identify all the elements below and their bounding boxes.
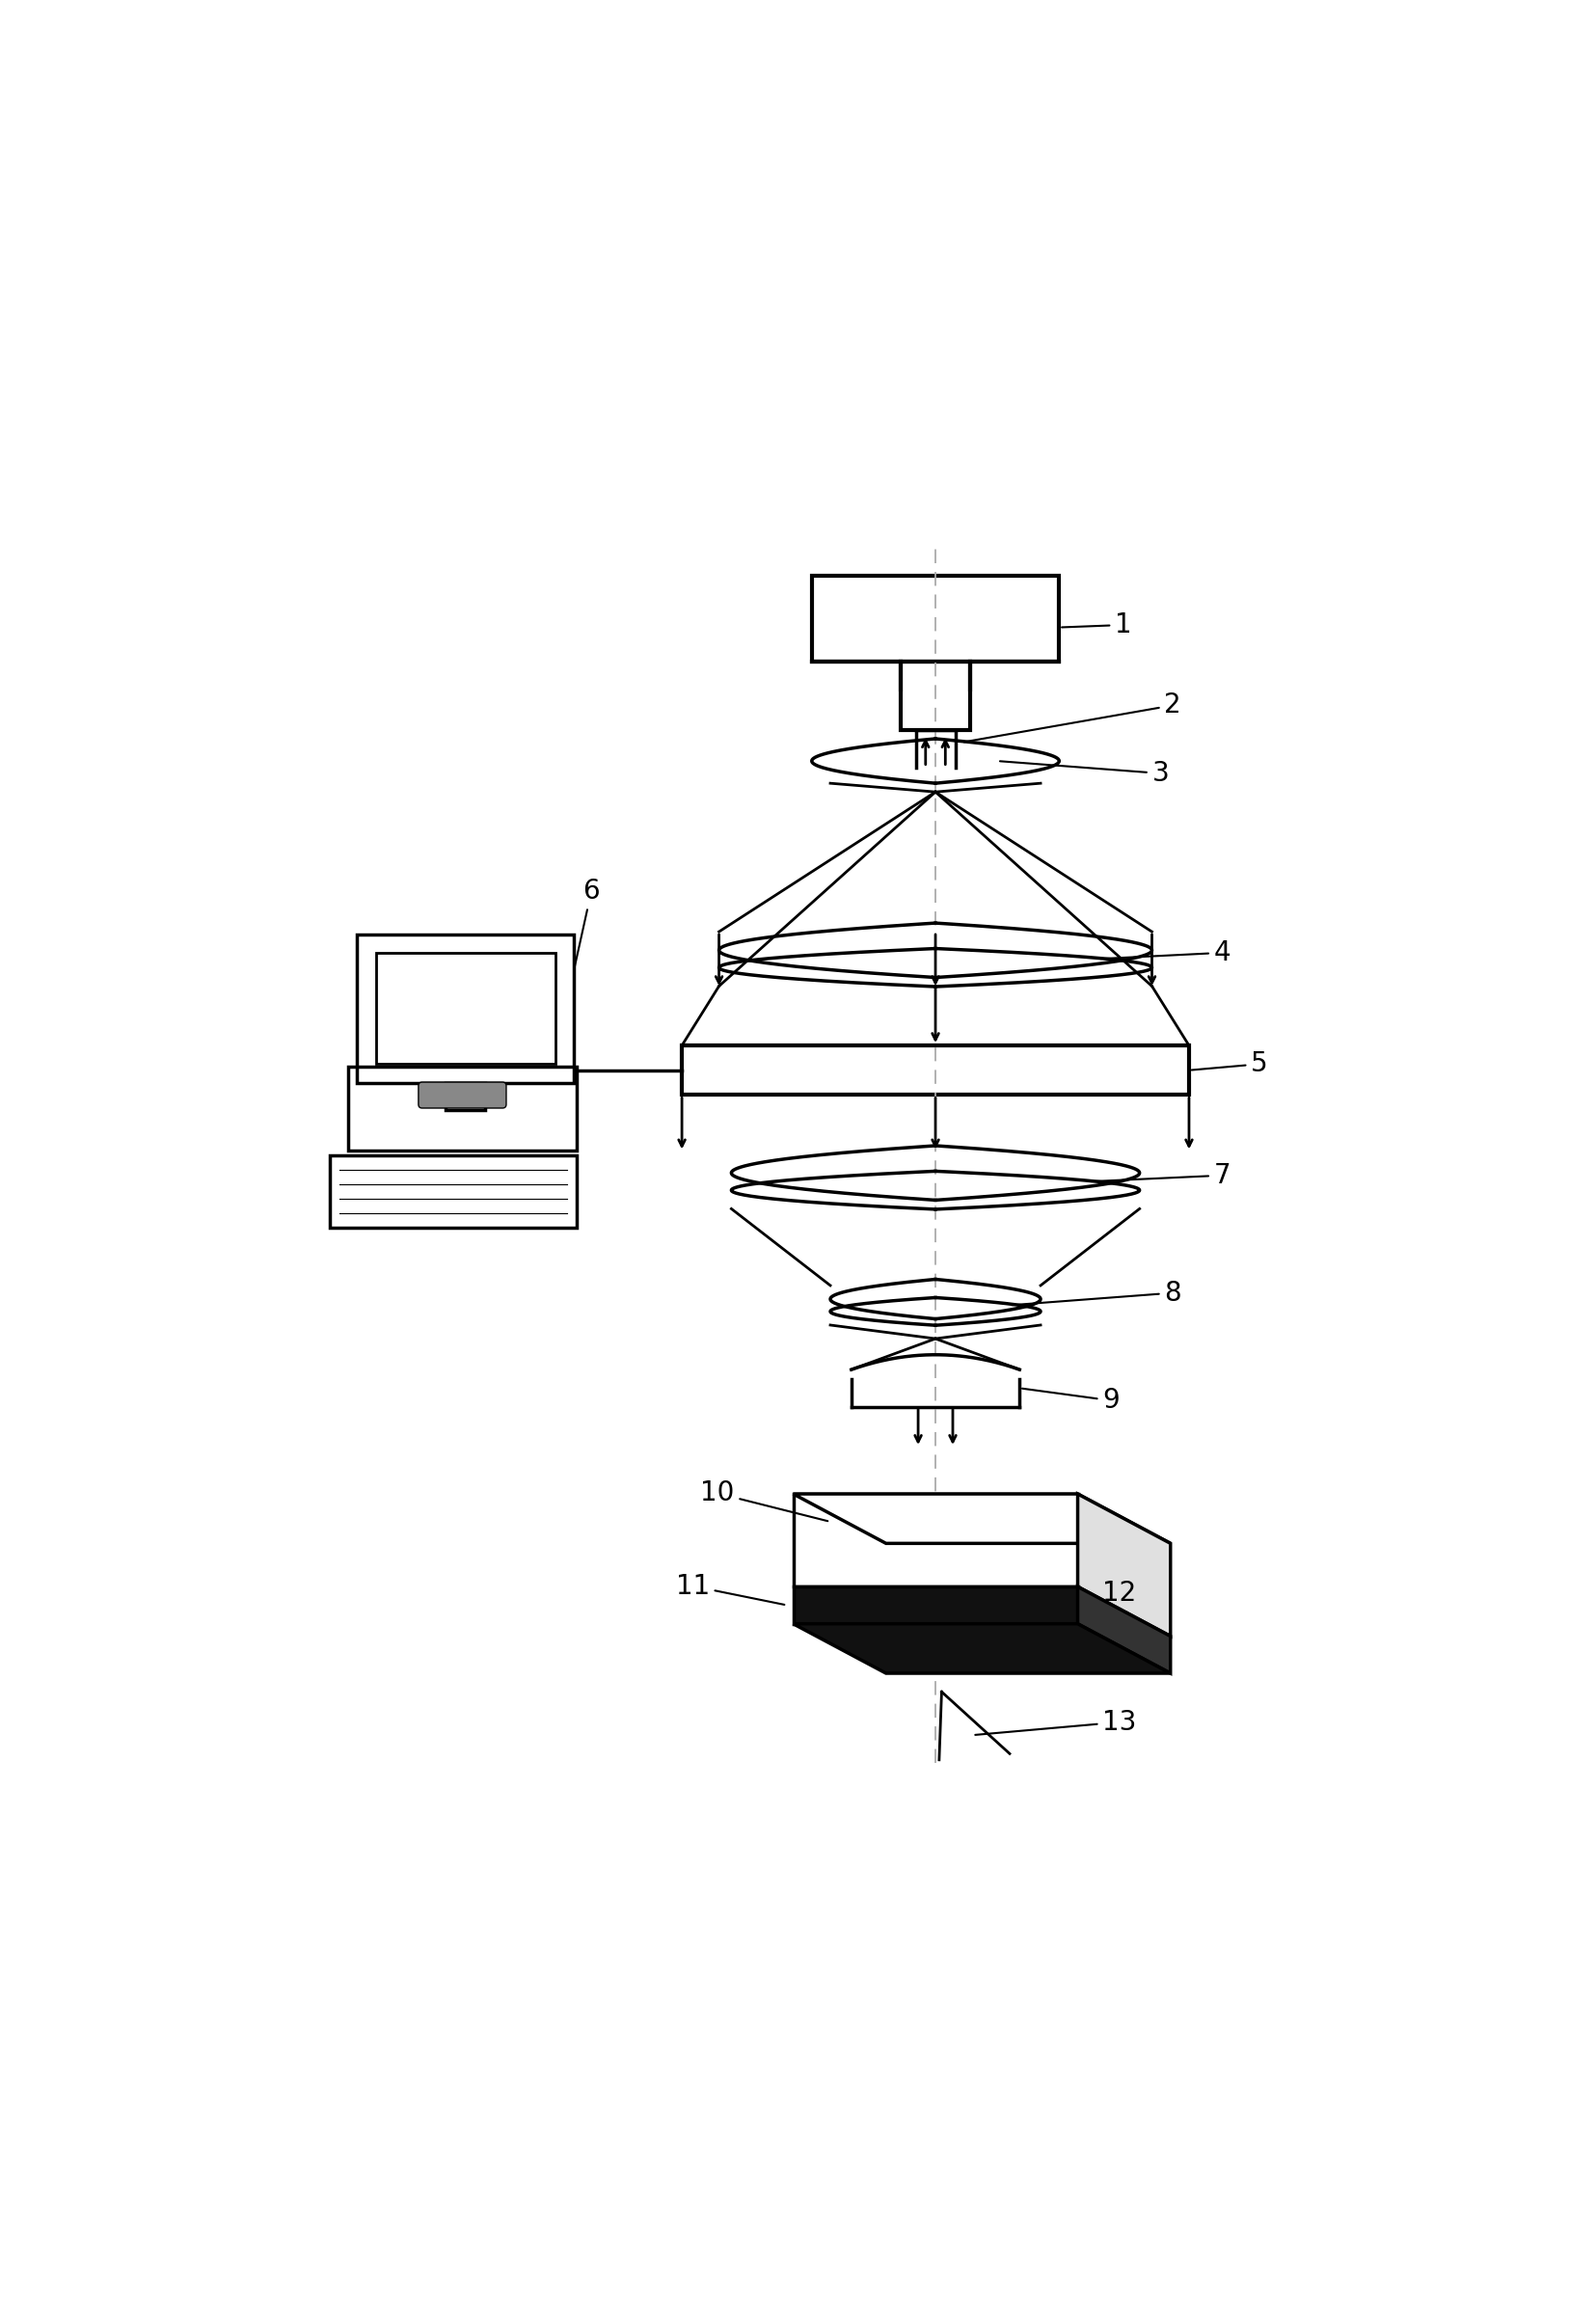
Bar (329, 1156, 576, 1227)
Bar (375, 953, 555, 1064)
Text: 5: 5 (1192, 1050, 1267, 1078)
Polygon shape (793, 1495, 1077, 1587)
Text: 11: 11 (675, 1573, 784, 1605)
Text: 8: 8 (1012, 1280, 1181, 1306)
Bar (445, 1082, 485, 1110)
Bar (358, 935, 573, 1082)
Polygon shape (1077, 1495, 1170, 1635)
Polygon shape (793, 1495, 1170, 1543)
Text: 13: 13 (975, 1709, 1136, 1736)
Text: 7: 7 (1092, 1163, 1231, 1188)
Text: 1: 1 (1061, 610, 1132, 638)
Bar (681, 1046, 1189, 1094)
Polygon shape (793, 1587, 1077, 1624)
Text: 2: 2 (964, 691, 1181, 742)
Text: 12: 12 (1103, 1580, 1136, 1626)
Text: 10: 10 (701, 1481, 828, 1520)
Polygon shape (1077, 1587, 1170, 1674)
Text: 6: 6 (575, 877, 600, 970)
FancyBboxPatch shape (418, 1082, 506, 1108)
Polygon shape (793, 1624, 1170, 1674)
Text: 4: 4 (1101, 940, 1231, 967)
Text: 9: 9 (1021, 1386, 1119, 1414)
Bar (348, 1066, 576, 1152)
Text: 3: 3 (1001, 760, 1168, 788)
